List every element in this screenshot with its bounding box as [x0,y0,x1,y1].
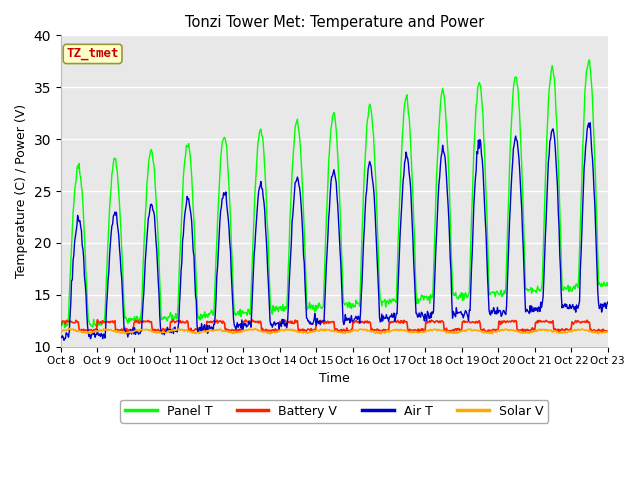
X-axis label: Time: Time [319,372,349,385]
Title: Tonzi Tower Met: Temperature and Power: Tonzi Tower Met: Temperature and Power [185,15,484,30]
Text: TZ_tmet: TZ_tmet [67,48,119,60]
Legend: Panel T, Battery V, Air T, Solar V: Panel T, Battery V, Air T, Solar V [120,400,548,423]
Y-axis label: Temperature (C) / Power (V): Temperature (C) / Power (V) [15,104,28,278]
